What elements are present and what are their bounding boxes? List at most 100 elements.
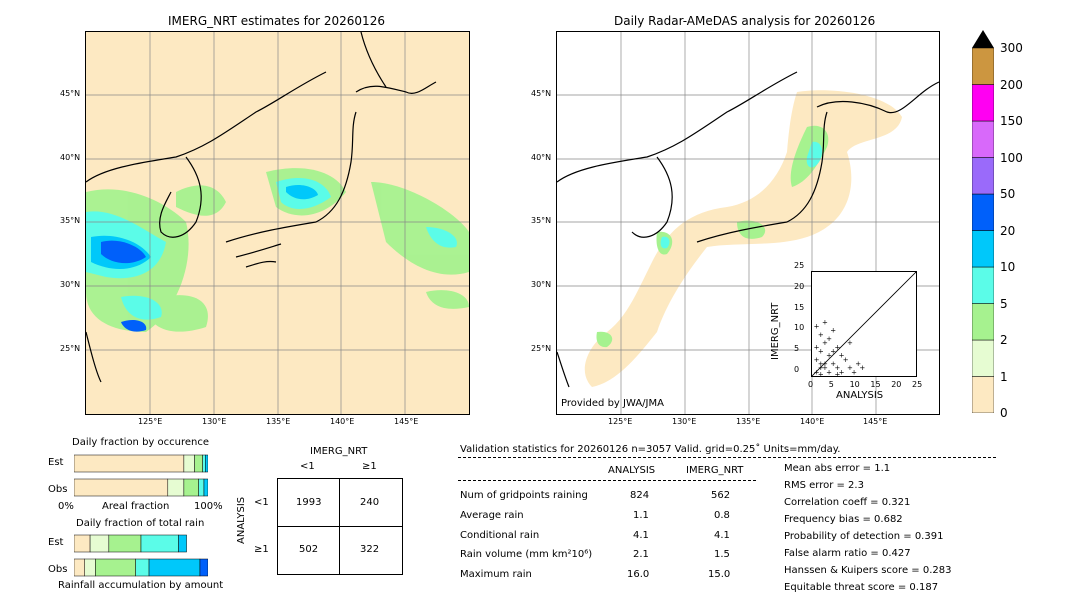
fraction-bar-segment — [108, 534, 142, 553]
scatter-y-tick: 15 — [794, 302, 805, 312]
scatter-x-tick: 25 — [912, 380, 923, 389]
score-5: False alarm ratio = 0.427 — [784, 548, 911, 559]
contingency-row-title: ANALYSIS — [236, 496, 247, 544]
scatter-point: + — [826, 335, 832, 343]
header-divider — [458, 457, 996, 458]
right-lon-145: 145°E — [863, 417, 888, 426]
scatter-y-tick: 5 — [794, 344, 800, 354]
scatter-point: + — [818, 348, 824, 356]
score-2: Correlation coeff = 0.321 — [784, 497, 911, 508]
colorbar-extend-arrow — [972, 30, 994, 48]
fraction-bar-segment — [95, 558, 136, 577]
scatter-plot: ++++++++++++++++++++++++++++++ — [811, 271, 917, 378]
fraction-bar-segment — [183, 478, 199, 497]
fraction-bar-segment — [148, 558, 201, 577]
score-7: Equitable threat score = 0.187 — [784, 582, 939, 593]
scatter-y-tick: 20 — [794, 281, 805, 291]
scatter-point: + — [818, 360, 824, 368]
colorbar-segment — [971, 230, 995, 268]
scatter-point: + — [814, 323, 820, 331]
scatter-point: + — [830, 348, 836, 356]
left-lat-25: 25°N — [60, 344, 81, 353]
colorbar-segment — [971, 266, 995, 304]
scatter-x-tick: 15 — [870, 380, 881, 389]
fraction-bar-segment — [167, 478, 185, 497]
fraction-bar-segment — [84, 558, 96, 577]
colorbar-segment — [971, 303, 995, 341]
fraction-bar-segment — [73, 454, 185, 473]
left-lon-135: 135°E — [266, 417, 291, 426]
left-lat-40: 40°N — [60, 153, 81, 162]
left-map — [85, 31, 470, 415]
fraction-bar-segment — [73, 558, 85, 577]
scatter-x-tick: 0 — [808, 380, 814, 389]
scatter-point: + — [822, 318, 828, 326]
scatter-point: + — [822, 364, 828, 372]
scatter-point: + — [847, 339, 853, 347]
fraction-bar-segment — [198, 478, 205, 497]
scatter-point: + — [818, 370, 824, 376]
scatter-point: + — [839, 352, 845, 360]
scatter-diagonal — [811, 271, 917, 377]
scatter-point: + — [822, 339, 828, 347]
scatter-y-tick: 25 — [794, 261, 805, 270]
row-b-1: 0.8 — [714, 510, 730, 521]
right-lon-130: 130°E — [672, 417, 697, 426]
occurrence-x-right: 100% — [194, 501, 223, 512]
scatter-point: + — [843, 356, 849, 364]
occurrence-title: Daily fraction by occurence — [72, 437, 210, 448]
scatter-point: + — [826, 352, 832, 360]
contingency-col-title: IMERG_NRT — [310, 446, 368, 457]
scatter-point: + — [822, 360, 828, 368]
score-0: Mean abs error = 1.1 — [784, 463, 891, 474]
scatter-ylabel: IMERG_NRT — [770, 302, 781, 360]
scatter-inset: + + + + + + + + + + + + + + + + + + + + + + + + + + + + + + — [811, 271, 917, 378]
credit-text: Provided by JWA/JMA — [561, 398, 664, 409]
left-lon-125: 125°E — [138, 417, 163, 426]
left-map-title: IMERG_NRT estimates for 20260126 — [168, 14, 385, 28]
right-lat-30: 30°N — [531, 280, 552, 289]
colorbar-tick-label: 0 — [1000, 406, 1008, 420]
fraction-bar-segment — [135, 558, 150, 577]
col-imerg: IMERG_NRT — [686, 465, 744, 476]
left-lon-130: 130°E — [202, 417, 227, 426]
right-lon-125: 125°E — [608, 417, 633, 426]
colorbar-segment — [971, 47, 995, 85]
row-label-2: Conditional rain — [460, 530, 540, 541]
colorbar-tick-label: 2 — [1000, 333, 1008, 347]
scatter-point: + — [834, 370, 840, 376]
left-map-svg — [86, 32, 469, 414]
colorbar-tick-label: 300 — [1000, 41, 1023, 55]
colorbar-tick-label: 20 — [1000, 223, 1016, 238]
right-lon-135: 135°E — [736, 417, 761, 426]
right-lat-35: 35°N — [531, 216, 552, 225]
scatter-point: + — [847, 364, 853, 372]
total-rain-chart — [73, 532, 209, 578]
contingency-row-label-2: ≥1 — [254, 544, 269, 555]
score-4: Probability of detection = 0.391 — [784, 531, 944, 542]
left-lat-45: 45°N — [60, 89, 81, 98]
occurrence-chart — [73, 452, 209, 498]
cell-hit-none: 1993 — [296, 497, 322, 508]
fraction-bar-segment — [205, 454, 209, 473]
row-b-2: 4.1 — [714, 530, 730, 541]
right-lon-140: 140°E — [800, 417, 825, 426]
row-a-1: 1.1 — [633, 510, 649, 521]
scatter-point: + — [830, 360, 836, 368]
colorbar-svg — [971, 30, 995, 414]
fraction-bar-segment — [194, 454, 203, 473]
right-lat-25: 25°N — [531, 344, 552, 353]
contingency-col-label-2: ≥1 — [362, 461, 377, 472]
contingency-col-label-1: <1 — [300, 461, 315, 472]
cell-false-alarm: 240 — [360, 497, 380, 508]
colorbar-segment — [971, 339, 995, 377]
right-map-title: Daily Radar-AMeDAS analysis for 20260126 — [614, 14, 876, 28]
fraction-bar-segment — [140, 534, 179, 553]
colorbar-tick-label: 150 — [1000, 114, 1023, 128]
score-3: Frequency bias = 0.682 — [784, 514, 903, 525]
fraction-bar-segment — [89, 534, 110, 553]
scatter-point: + — [859, 364, 865, 372]
total-rain-est-label: Est — [48, 537, 64, 548]
contingency-row-label-1: <1 — [254, 497, 269, 508]
fraction-bar-segment — [183, 454, 195, 473]
